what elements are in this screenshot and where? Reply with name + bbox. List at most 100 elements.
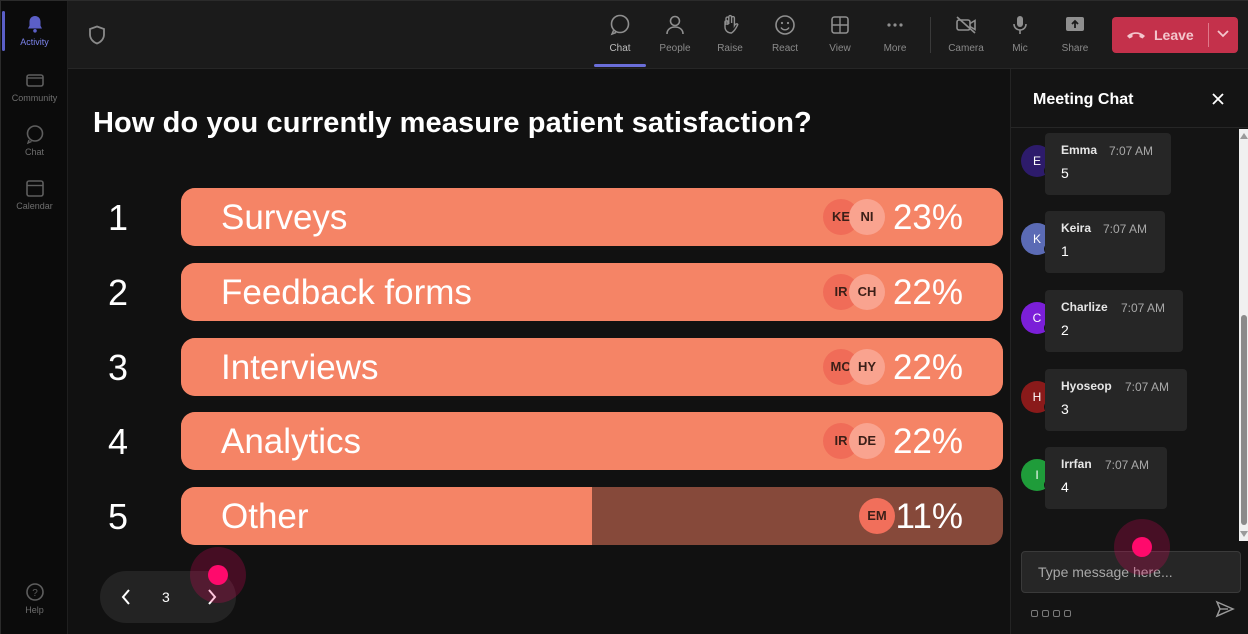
option-label: Analytics xyxy=(221,422,362,461)
message-time: 7:07 AM xyxy=(1109,144,1154,158)
poll-option-bar[interactable]: Other 11% EM xyxy=(181,487,1003,545)
cursor-indicator xyxy=(190,547,246,603)
left-rail: Activity Community Chat Calendar ? Help xyxy=(1,1,68,634)
close-icon[interactable] xyxy=(1210,91,1226,107)
bell-icon xyxy=(27,16,42,33)
chat-message[interactable]: Keira 7:07 AM 1 xyxy=(1045,211,1165,273)
format-icon[interactable] xyxy=(1031,610,1038,617)
attach-icon[interactable] xyxy=(1042,610,1049,617)
leave-button[interactable]: Leave xyxy=(1112,17,1238,53)
rail-item-activity[interactable]: Activity xyxy=(1,7,68,57)
option-number: 5 xyxy=(108,496,129,537)
poll-option-bar[interactable]: Feedback forms 22% IR CH xyxy=(181,263,1003,321)
rail-item-help[interactable]: ? Help xyxy=(1,575,68,625)
option-percent: 22% xyxy=(892,422,963,461)
mic-button-label: Mic xyxy=(1012,43,1028,54)
message-author: Irrfan xyxy=(1061,457,1092,471)
share-button[interactable]: Share xyxy=(1049,11,1101,61)
emoji-icon[interactable] xyxy=(1053,610,1060,617)
rail-label-community: Community xyxy=(11,93,58,103)
grid-icon xyxy=(831,16,849,34)
option-label: Feedback forms xyxy=(221,273,472,312)
message-text: 1 xyxy=(1061,243,1069,259)
people-icon xyxy=(666,15,684,35)
voter-avatar: EM xyxy=(859,498,895,534)
voter-avatar: NI xyxy=(849,199,885,235)
mic-button[interactable]: Mic xyxy=(994,11,1046,61)
avatar-initial: K xyxy=(1032,232,1041,246)
rail-item-chat[interactable]: Chat xyxy=(1,117,68,167)
option-label: Interviews xyxy=(221,348,379,387)
rail-item-community[interactable]: Community xyxy=(1,63,68,113)
leave-divider xyxy=(1208,23,1209,47)
poll-option-bar[interactable]: Surveys 23% KE NI xyxy=(181,188,1003,246)
calendar-icon xyxy=(25,180,44,197)
chat-icon xyxy=(610,14,630,36)
scroll-thumb[interactable] xyxy=(1241,315,1247,525)
chevron-right-icon[interactable] xyxy=(202,587,222,607)
rail-label-calendar: Calendar xyxy=(16,201,53,211)
raise-hand-button[interactable]: Raise xyxy=(704,11,756,61)
gif-icon[interactable] xyxy=(1064,610,1071,617)
camera-off-icon xyxy=(956,16,976,34)
chat-scrollbar[interactable] xyxy=(1239,129,1248,541)
chevron-down-icon[interactable] xyxy=(1216,29,1230,39)
smile-icon xyxy=(775,15,795,35)
camera-button[interactable]: Camera xyxy=(940,11,992,61)
toolbar-divider xyxy=(930,17,931,53)
view-button-label: View xyxy=(829,43,851,54)
more-button-label: More xyxy=(883,43,907,54)
option-percent: 22% xyxy=(892,273,963,312)
rail-label-activity: Activity xyxy=(20,37,49,47)
poll-option-bar[interactable]: Interviews 22% MO HY xyxy=(181,338,1003,396)
chat-button-label: Chat xyxy=(609,43,631,54)
chat-message[interactable]: Hyoseop 7:07 AM 3 xyxy=(1045,369,1187,431)
poll-option-bar[interactable]: Analytics 22% IR DE xyxy=(181,412,1003,470)
option-label: Surveys xyxy=(221,198,348,237)
chat-message-input[interactable]: Type message here... xyxy=(1021,551,1241,593)
chat-icon xyxy=(26,125,43,145)
raise-button-label: Raise xyxy=(717,43,743,54)
message-time: 7:07 AM xyxy=(1105,458,1150,472)
rail-item-calendar[interactable]: Calendar xyxy=(1,171,68,221)
voter-avatar: DE xyxy=(849,423,885,459)
react-button[interactable]: React xyxy=(759,11,811,61)
option-number: 3 xyxy=(108,347,129,388)
chat-message[interactable]: Emma 7:07 AM 5 xyxy=(1045,133,1171,195)
community-icon xyxy=(25,74,44,87)
chevron-left-icon[interactable] xyxy=(116,587,136,607)
chat-format-tools xyxy=(1031,604,1075,617)
people-button[interactable]: People xyxy=(649,11,701,61)
message-time: 7:07 AM xyxy=(1103,222,1148,236)
chat-button[interactable]: Chat xyxy=(594,11,646,67)
people-button-label: People xyxy=(659,43,691,54)
option-percent: 22% xyxy=(892,348,963,387)
shield-icon[interactable] xyxy=(88,25,106,45)
more-button[interactable]: More xyxy=(869,11,921,61)
page-number: 3 xyxy=(162,589,170,605)
more-icon xyxy=(887,23,903,27)
poll-question: How do you currently measure patient sat… xyxy=(93,107,812,139)
meeting-toolbar: Chat People Raise React View More Camera xyxy=(68,1,1248,69)
option-fill xyxy=(181,487,592,545)
hang-up-icon xyxy=(1127,32,1145,39)
chat-message[interactable]: Irrfan 7:07 AM 4 xyxy=(1045,447,1167,509)
voter-avatar: CH xyxy=(849,274,885,310)
chat-panel-title: Meeting Chat xyxy=(1033,91,1134,108)
scroll-down-arrow-icon[interactable] xyxy=(1240,531,1248,537)
chat-message[interactable]: Charlize 7:07 AM 2 xyxy=(1045,290,1183,352)
avatar-initial: H xyxy=(1032,390,1042,404)
message-time: 7:07 AM xyxy=(1125,380,1170,394)
view-button[interactable]: View xyxy=(814,11,866,61)
camera-button-label: Camera xyxy=(948,43,984,54)
message-time: 7:07 AM xyxy=(1121,301,1166,315)
hand-icon xyxy=(724,14,739,34)
scroll-up-arrow-icon[interactable] xyxy=(1240,133,1248,139)
send-icon[interactable] xyxy=(1215,600,1235,618)
option-percent: 23% xyxy=(892,198,963,237)
message-author: Emma xyxy=(1061,143,1098,157)
option-number: 1 xyxy=(108,197,129,238)
svg-text:?: ? xyxy=(32,588,38,599)
chat-header-divider xyxy=(1011,127,1248,128)
message-text: 4 xyxy=(1061,479,1069,495)
